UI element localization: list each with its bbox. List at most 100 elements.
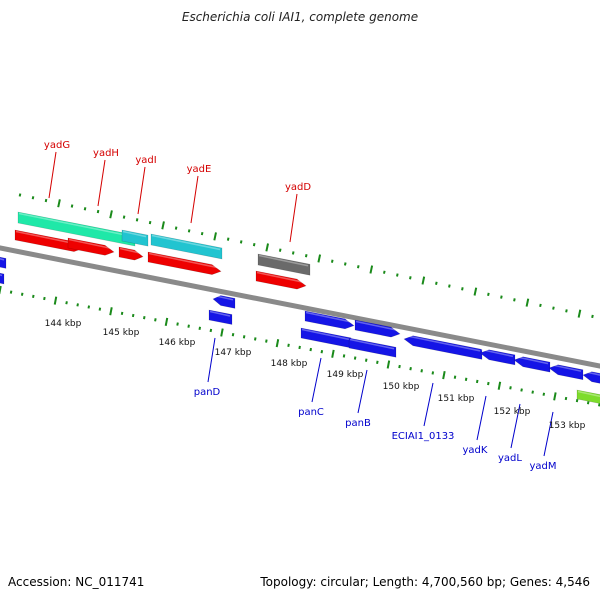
minor-tick — [487, 381, 490, 386]
minor-tick — [287, 343, 290, 347]
yadK-arrow-highlight — [480, 348, 514, 358]
minor-tick — [120, 311, 124, 316]
minor-tick — [187, 324, 190, 328]
minor-tick — [98, 307, 102, 311]
map-title: Escherichia coli IAI1, complete genome — [181, 10, 419, 24]
gene-features — [0, 211, 600, 404]
minor-tick — [83, 207, 87, 211]
major-tick — [497, 381, 502, 390]
right-blue-arrow — [582, 371, 600, 384]
yadI-arrow — [118, 246, 144, 261]
leader-yadI — [137, 166, 146, 215]
minor-tick — [198, 326, 202, 330]
panD-arrow — [212, 295, 236, 309]
panB-feature — [354, 319, 401, 338]
panD-feature — [208, 309, 233, 325]
leader-panC — [311, 357, 322, 403]
gene-label-yadH: yadH — [93, 148, 119, 159]
genome-backbone — [0, 245, 600, 369]
major-tick — [442, 370, 446, 380]
yadH-arrow — [67, 237, 115, 256]
gene-labels: yadG yadH yadI yadE yadD panD panC panB … — [44, 140, 557, 472]
minor-tick — [500, 295, 503, 299]
yadE-arrow — [147, 251, 222, 275]
minor-tick — [431, 371, 435, 375]
gene-label-panB: panB — [345, 418, 371, 429]
yadE-arrow-highlight — [148, 252, 220, 269]
minor-tick — [187, 229, 191, 233]
minor-tick — [76, 303, 79, 307]
minor-tick — [591, 314, 594, 319]
minor-tick — [65, 301, 68, 305]
minor-tick — [383, 270, 386, 274]
minor-tick — [575, 398, 579, 403]
minor-tick — [520, 388, 523, 392]
leader-yadH — [97, 159, 106, 207]
panD-arrow-highlight — [213, 294, 234, 301]
panC-arrow-highlight — [301, 328, 350, 341]
right-green-feature — [576, 389, 600, 404]
yadM-arrow-highlight — [549, 363, 582, 372]
leader-yadK — [476, 395, 487, 441]
right-green-feature-highlight — [577, 390, 600, 398]
kbp-label-146: 146 kbp — [159, 338, 196, 348]
major-tick — [386, 360, 391, 369]
yadD-arrow — [255, 270, 307, 290]
minor-tick — [43, 296, 46, 301]
accession-text: Accession: NC_011741 — [8, 575, 145, 589]
minor-tick — [209, 328, 213, 333]
minor-tick — [176, 322, 179, 326]
minor-tick — [464, 377, 468, 382]
major-tick — [220, 328, 224, 337]
genome-stats-text: Topology: circular; Length: 4,700,560 bp… — [260, 575, 590, 589]
yadK-arrow — [479, 349, 516, 366]
minor-tick — [32, 294, 35, 299]
minor-tick — [398, 364, 401, 369]
kbp-label-149: 149 kbp — [327, 370, 364, 380]
minor-tick — [586, 401, 590, 405]
major-tick — [161, 221, 165, 230]
yadE-feature — [150, 233, 223, 260]
minor-tick — [226, 237, 230, 241]
kbp-label-153: 153 kbp — [549, 421, 586, 431]
yadG-feature — [17, 211, 136, 247]
gene-label-yadL: yadL — [498, 453, 522, 464]
minor-tick — [396, 273, 399, 277]
kbp-tick-labels: 144 kbp 145 kbp 146 kbp 147 kbp 148 kbp … — [45, 319, 586, 431]
minor-tick — [44, 198, 48, 203]
minor-tick — [231, 333, 235, 337]
gene-label-panC: panC — [298, 407, 324, 418]
minor-tick — [154, 318, 157, 322]
minor-tick — [513, 298, 516, 302]
minor-tick — [291, 251, 295, 255]
minor-tick — [252, 242, 256, 247]
panB-feature-highlight — [355, 320, 399, 332]
panC-feature-highlight — [305, 311, 353, 323]
major-tick — [0, 285, 2, 295]
kbp-label-151: 151 kbp — [438, 394, 475, 404]
minor-tick — [131, 313, 135, 318]
minor-tick — [453, 375, 457, 379]
major-tick — [164, 317, 169, 327]
gene-label-yadI: yadI — [135, 155, 156, 166]
minor-tick — [143, 315, 146, 320]
leader-panB — [357, 369, 368, 414]
minor-tick — [304, 254, 308, 258]
leader-yadE — [190, 175, 199, 224]
major-tick — [369, 265, 374, 274]
yadL-arrow-highlight — [514, 355, 549, 365]
minor-tick — [448, 284, 451, 288]
panB-arrow — [348, 337, 397, 358]
leader-ECIAI1_0133 — [423, 382, 434, 427]
yadI-feature — [121, 229, 149, 247]
left-blue-feature-2 — [0, 272, 5, 285]
major-tick — [577, 309, 582, 318]
major-tick — [109, 307, 113, 316]
minor-tick — [343, 262, 347, 266]
minor-tick — [309, 347, 313, 352]
minor-tick — [364, 358, 368, 362]
gene-label-yadG: yadG — [44, 140, 70, 151]
panB-arrow-highlight — [349, 338, 395, 350]
minor-tick — [18, 193, 22, 197]
